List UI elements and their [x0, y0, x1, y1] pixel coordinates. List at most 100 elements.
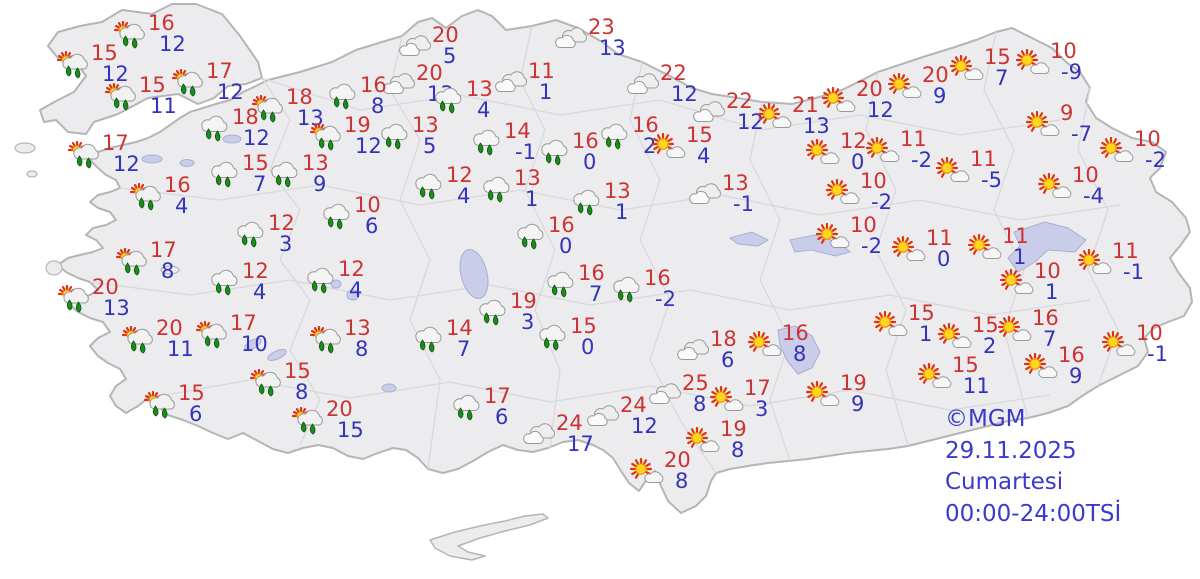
- sun-rain-icon: [248, 369, 284, 397]
- sun-cloud-icon: [804, 381, 840, 409]
- rain-icon: [410, 326, 446, 354]
- max-temp: 12: [242, 259, 269, 283]
- cloud-icon: [690, 99, 726, 127]
- weather-station: 12 4: [410, 164, 473, 209]
- max-temp: 19: [720, 417, 747, 441]
- max-temp: 11: [528, 59, 555, 83]
- max-temp: 11: [970, 147, 997, 171]
- min-temp: -2: [861, 234, 882, 259]
- max-temp: 18: [710, 327, 737, 351]
- weather-station: 16 8: [324, 74, 387, 118]
- cloud-icon: [686, 181, 722, 209]
- min-temp: 7: [457, 337, 471, 362]
- min-temp: -2: [655, 287, 676, 312]
- min-temp: -7: [1071, 122, 1092, 147]
- max-temp: 10: [850, 213, 877, 237]
- sun-cloud-icon: [1100, 331, 1136, 359]
- min-temp: 1: [615, 200, 629, 225]
- min-temp: -1: [1147, 342, 1168, 367]
- min-temp: 8: [793, 342, 807, 367]
- rain-icon: [206, 269, 242, 297]
- min-temp: 8: [161, 259, 175, 284]
- weather-station: 18 13: [250, 86, 324, 131]
- max-temp: 16: [164, 173, 191, 197]
- weather-station: 10 -2: [824, 170, 892, 214]
- min-temp: 7: [589, 282, 603, 307]
- weather-station: 24 17: [520, 412, 594, 457]
- min-temp: 9: [1069, 364, 1083, 389]
- min-temp: 12: [671, 82, 698, 107]
- cloud-icon: [552, 25, 588, 53]
- max-temp: 20: [856, 77, 883, 101]
- min-temp: 1: [1013, 245, 1027, 270]
- cloud-icon: [584, 403, 620, 431]
- max-temp: 12: [268, 211, 295, 235]
- max-temp: 10: [1072, 163, 1099, 187]
- min-temp: 1: [525, 187, 539, 212]
- max-temp: 20: [92, 275, 119, 299]
- min-temp: 8: [693, 392, 707, 417]
- rain-icon: [596, 123, 632, 151]
- sun-rain-icon: [103, 83, 139, 111]
- max-temp: 10: [860, 169, 887, 193]
- max-temp: 11: [1112, 239, 1139, 263]
- sun-cloud-icon: [756, 103, 792, 131]
- min-temp: 4: [457, 184, 471, 209]
- sun-rain-icon: [170, 69, 206, 97]
- min-temp: 13: [297, 106, 324, 131]
- island: [14, 142, 36, 154]
- sun-cloud-icon: [934, 157, 970, 185]
- weather-station: 17 6: [448, 385, 511, 429]
- rain-icon: [232, 221, 268, 249]
- max-temp: 15: [984, 45, 1011, 69]
- weather-station: 18 6: [674, 328, 737, 373]
- min-temp: 6: [721, 348, 735, 373]
- max-temp: 15: [242, 151, 269, 175]
- weather-station: 17 8: [114, 239, 177, 284]
- lake-keban2: [789, 234, 852, 257]
- lake: [179, 159, 195, 167]
- rain-icon: [468, 129, 504, 157]
- min-temp: 1: [539, 80, 553, 105]
- max-temp: 13: [344, 316, 371, 340]
- min-temp: 13: [103, 296, 130, 321]
- weather-station: 10 -2: [1098, 128, 1166, 172]
- min-temp: 5: [443, 44, 457, 69]
- weather-station: 12 4: [206, 260, 269, 304]
- weather-station: 13 8: [308, 317, 371, 361]
- max-temp: 20: [416, 61, 443, 85]
- weather-station: 22 12: [690, 90, 764, 134]
- sun-cloud-icon: [864, 137, 900, 165]
- sun-cloud-icon: [998, 269, 1034, 297]
- rain-icon: [302, 267, 338, 295]
- min-temp: 12: [243, 126, 270, 151]
- max-temp: 24: [620, 393, 647, 417]
- weather-station: 23 13: [552, 16, 626, 60]
- min-temp: 17: [567, 432, 594, 457]
- cloud-icon: [396, 33, 432, 61]
- min-temp: 8: [295, 380, 309, 405]
- cyprus-island: [429, 513, 549, 561]
- thrace-landmass: [39, 3, 263, 135]
- rain-icon: [324, 83, 360, 111]
- weather-station: 15 7: [948, 46, 1011, 90]
- cloud-icon: [380, 71, 416, 99]
- weather-station: 12 3: [232, 212, 295, 256]
- weather-station: 10 -1: [1100, 322, 1168, 367]
- weather-station: 16 8: [746, 322, 809, 367]
- max-temp: 17: [102, 131, 129, 155]
- max-temp: 22: [726, 89, 753, 113]
- lake: [381, 383, 397, 393]
- min-temp: -5: [981, 168, 1002, 193]
- max-temp: 13: [514, 166, 541, 190]
- weather-station: 11 1: [492, 60, 555, 105]
- min-temp: 12: [631, 414, 658, 439]
- min-temp: 0: [937, 247, 951, 272]
- max-temp: 16: [578, 261, 605, 285]
- min-temp: 8: [731, 438, 745, 463]
- sun-cloud-icon: [746, 331, 782, 359]
- sun-cloud-icon: [684, 427, 720, 455]
- max-temp: 16: [148, 11, 175, 35]
- max-temp: 15: [686, 123, 713, 147]
- cloud-icon: [646, 381, 682, 409]
